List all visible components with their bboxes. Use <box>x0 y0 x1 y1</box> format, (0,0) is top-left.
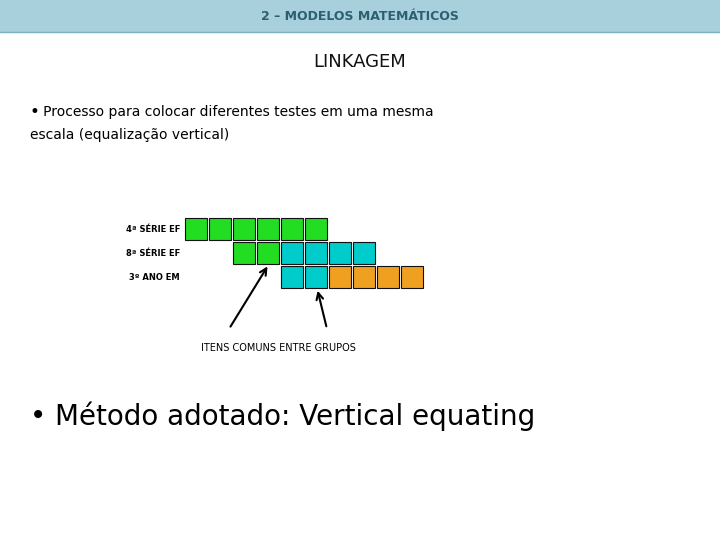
Text: Método adotado: Vertical equating: Método adotado: Vertical equating <box>55 401 535 431</box>
Text: 2 – MODELOS MATEMÁTICOS: 2 – MODELOS MATEMÁTICOS <box>261 10 459 23</box>
Text: •: • <box>30 402 46 430</box>
Bar <box>281 266 303 288</box>
Text: Processo para colocar diferentes testes em uma mesma: Processo para colocar diferentes testes … <box>30 105 433 119</box>
Bar <box>209 218 231 240</box>
Bar <box>0 0 720 32</box>
Text: ITENS COMUNS ENTRE GRUPOS: ITENS COMUNS ENTRE GRUPOS <box>201 343 356 353</box>
Bar <box>281 218 303 240</box>
Bar <box>257 218 279 240</box>
Bar <box>257 242 279 264</box>
Bar <box>233 218 255 240</box>
Bar <box>233 242 255 264</box>
Bar <box>305 218 327 240</box>
Text: escala (equalização vertical): escala (equalização vertical) <box>30 128 229 142</box>
Bar <box>305 266 327 288</box>
Bar <box>281 242 303 264</box>
Text: 3º ANO EM: 3º ANO EM <box>130 273 180 281</box>
Text: 8ª SÉRIE EF: 8ª SÉRIE EF <box>126 248 180 258</box>
Text: •: • <box>30 103 40 121</box>
Bar <box>329 242 351 264</box>
Bar <box>185 218 207 240</box>
Text: LINKAGEM: LINKAGEM <box>314 53 406 71</box>
Bar <box>377 266 399 288</box>
Bar <box>401 266 423 288</box>
Bar <box>353 242 375 264</box>
Bar <box>329 266 351 288</box>
Bar <box>353 266 375 288</box>
Text: 4ª SÉRIE EF: 4ª SÉRIE EF <box>125 225 180 233</box>
Bar <box>305 242 327 264</box>
